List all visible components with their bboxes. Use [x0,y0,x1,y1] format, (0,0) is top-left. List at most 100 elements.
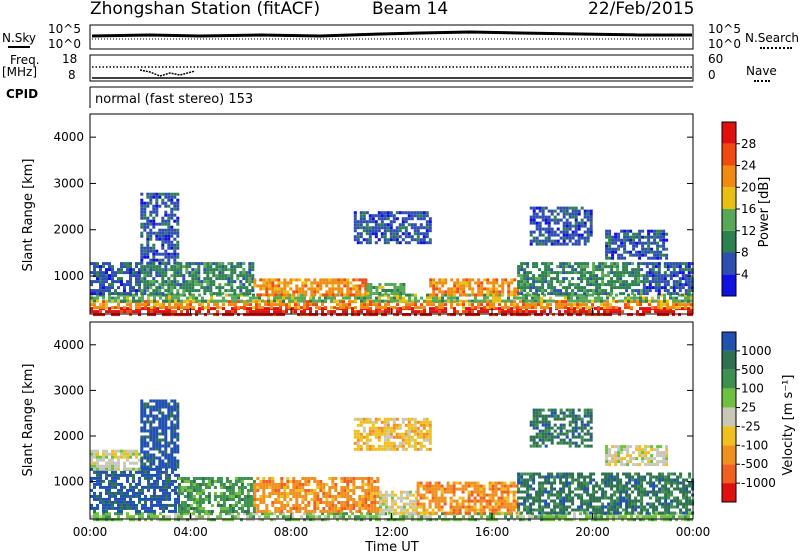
velocity-cell [198,498,202,501]
power-cell [565,212,569,216]
velocity-cell [684,515,687,519]
velocity-cell [286,486,290,489]
velocity-cell [443,499,447,503]
power-cell [231,313,234,317]
velocity-cell [150,473,153,477]
power-cell [206,271,210,275]
power-cell [619,292,623,296]
power-cell [401,223,405,227]
power-cell [356,232,360,236]
velocity-cell [280,492,284,495]
power-cell [684,292,688,296]
velocity-cell [249,486,253,489]
power-cell [120,280,123,284]
power-cell [377,238,381,242]
power-cell [315,299,318,303]
power-cell [108,310,111,314]
velocity-cell [428,505,432,509]
power-cell [164,210,168,214]
velocity-cell [225,507,229,510]
power-cell [146,289,150,293]
power-cell [672,286,676,290]
velocity-cell [99,473,102,477]
power-cell [333,310,336,314]
power-cell [274,287,278,291]
power-cell [383,217,387,221]
velocity-cell [363,515,366,519]
power-cell [294,310,297,314]
velocity-cell [609,515,612,519]
power-cell [297,313,300,317]
velocity-cell [153,509,156,513]
power-cell [574,209,578,213]
power-cell [111,274,114,278]
power-cell [146,204,150,208]
power-cell [513,290,517,294]
power-cell [301,284,305,288]
power-cell [174,306,177,310]
power-cell [346,293,350,297]
power-cell [286,290,290,294]
power-cell [428,223,432,227]
power-cell [237,306,240,310]
power-cell [164,274,168,278]
power-cell [690,286,694,290]
power-cell [117,280,120,284]
power-cell [422,214,426,218]
power-cell [231,303,234,307]
velocity-cell [289,492,293,495]
velocity-cell [506,499,510,503]
power-cell [395,232,399,236]
power-cell [140,234,144,238]
power-cell [562,280,566,284]
power-cell [179,268,183,272]
velocity-cell [201,477,205,480]
velocity-cell [416,490,420,494]
power-cell [547,227,551,231]
power-cell [183,299,186,303]
velocity-cell [367,495,371,498]
power-cell [583,274,587,278]
power-cell [155,252,159,256]
power-cell [252,296,255,300]
power-cell [348,300,351,304]
power-cell [167,213,171,217]
velocity-cell [93,509,96,513]
velocity-cell [416,487,420,491]
velocity-cell [111,473,114,477]
power-cell [627,303,630,307]
velocity-cell [345,518,348,522]
velocity-cell [156,479,159,483]
power-cell [544,242,548,246]
power-cell [665,238,669,242]
power-cell [321,303,324,307]
power-cell [614,232,618,236]
power-cell [221,271,225,275]
power-cell [300,296,303,300]
power-cell [690,310,693,314]
power-cell [404,220,408,224]
velocity-cell [402,508,406,512]
velocity-cell [470,508,474,512]
power-cell [152,249,156,253]
velocity-cell [512,496,516,500]
velocity-cell [292,504,296,507]
power-cell [105,262,108,266]
power-cell [678,268,682,272]
velocity-cell [183,507,187,510]
power-cell [342,296,345,300]
power-cell [660,303,663,307]
velocity-cell [399,490,403,494]
velocity-cell [156,467,159,471]
velocity-cell [90,467,93,471]
velocity-cell [274,489,278,492]
power-cell [592,262,596,266]
power-cell [597,310,600,314]
power-cell [243,313,246,317]
velocity-cell [506,493,510,497]
power-cell [523,289,527,293]
power-cell [221,262,225,266]
power-cell [656,256,660,260]
power-cell [258,313,261,317]
power-cell [346,287,350,291]
